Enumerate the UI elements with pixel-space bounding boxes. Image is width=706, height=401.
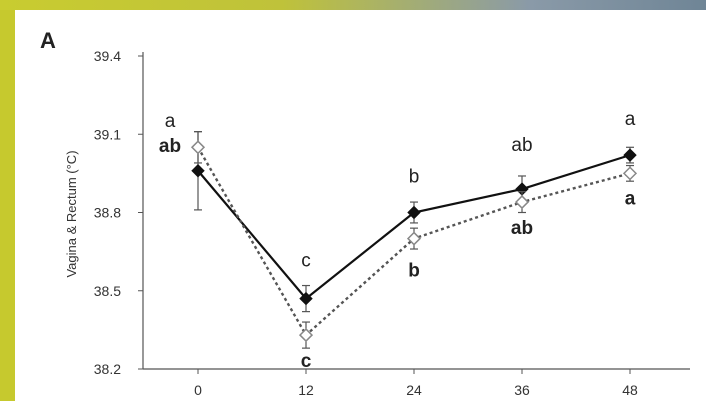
data-point-filled xyxy=(407,205,421,220)
data-point-filled xyxy=(299,291,313,306)
y-tick-label: 39.1 xyxy=(94,126,121,142)
x-tick-label: 48 xyxy=(622,382,638,398)
top-border-band xyxy=(0,0,706,10)
x-tick-label: 24 xyxy=(406,382,422,398)
y-axis-label: Vagina & Rectum (°C) xyxy=(64,150,79,277)
data-point-filled xyxy=(191,164,205,178)
significance-letter: a xyxy=(625,109,636,130)
y-tick-label: 39.4 xyxy=(94,48,121,64)
x-tick-label: 0 xyxy=(194,382,202,398)
data-point-open xyxy=(190,140,206,155)
significance-letter: b xyxy=(408,261,420,282)
significance-letter: a xyxy=(165,111,176,132)
data-point-open xyxy=(514,195,530,210)
data-point-filled xyxy=(623,148,637,162)
significance-letter: ab xyxy=(159,136,181,157)
x-tick-label: 36 xyxy=(514,382,530,398)
significance-letter: ab xyxy=(511,135,532,156)
y-tick-label: 38.2 xyxy=(94,361,121,377)
data-point-open xyxy=(298,328,314,343)
panel-label: A xyxy=(40,28,56,53)
significance-letter: b xyxy=(409,167,420,188)
left-border-band xyxy=(0,10,15,401)
figure-panel xyxy=(15,10,706,401)
significance-letter: c xyxy=(301,351,312,372)
y-tick-label: 38.8 xyxy=(94,205,121,221)
data-point-open xyxy=(406,231,422,246)
significance-letter: ab xyxy=(511,218,533,239)
y-tick-label: 38.5 xyxy=(94,283,121,299)
data-point-open xyxy=(622,166,638,181)
x-tick-label: 12 xyxy=(298,382,314,398)
significance-letter: c xyxy=(301,251,311,272)
significance-letter: a xyxy=(625,188,636,209)
